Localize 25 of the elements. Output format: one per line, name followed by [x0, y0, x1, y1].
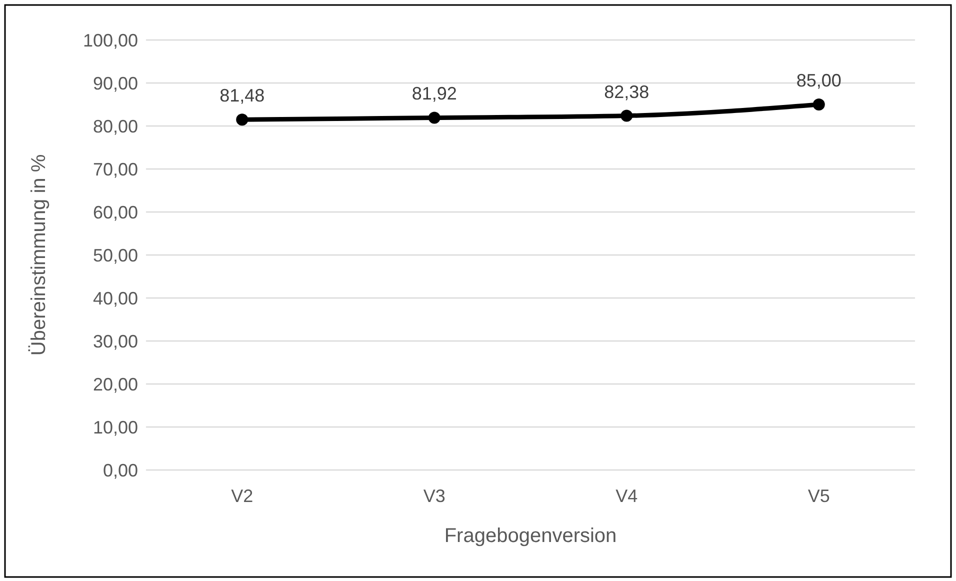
y-tick-label: 80,00 — [92, 116, 138, 136]
y-tick-label: 30,00 — [92, 331, 138, 352]
x-tick-label: V4 — [616, 486, 638, 506]
x-tick-label: V3 — [423, 486, 446, 506]
y-tick-label: 90,00 — [92, 73, 138, 94]
y-tick-label: 60,00 — [92, 202, 138, 222]
y-tick-label: 100,00 — [82, 30, 138, 50]
x-tick-label: V5 — [808, 486, 830, 506]
y-tick-label: 70,00 — [92, 159, 138, 180]
data-label: 81,48 — [220, 86, 265, 106]
y-tick-label: 40,00 — [92, 288, 138, 308]
data-label: 81,92 — [412, 84, 457, 104]
y-tick-label: 0,00 — [102, 460, 138, 480]
data-label: 85,00 — [796, 70, 842, 90]
data-label: 82,38 — [604, 82, 650, 102]
point — [812, 98, 825, 110]
point — [428, 112, 440, 124]
x-tick-label: V2 — [231, 486, 254, 506]
x-axis-title: Fragebogenversion — [444, 525, 617, 547]
y-tick-label: 50,00 — [92, 245, 138, 266]
y-axis-title: Übereinstimmung in % — [28, 154, 50, 356]
y-tick-label: 20,00 — [92, 374, 138, 394]
point — [236, 114, 248, 126]
y-tick-label: 10,00 — [92, 417, 138, 438]
point — [620, 110, 633, 122]
